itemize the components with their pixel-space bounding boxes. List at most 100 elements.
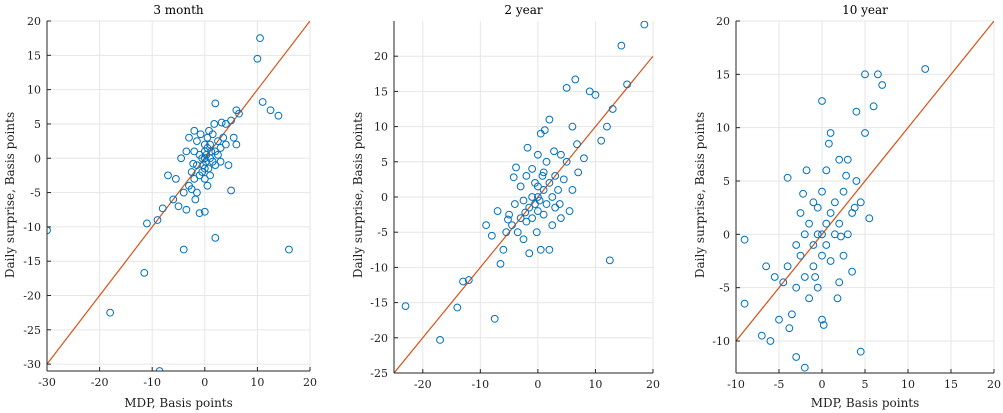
scatter-point xyxy=(562,157,571,166)
x-tick-label: 20 xyxy=(646,378,660,391)
scatter-point xyxy=(539,210,548,219)
data-layer xyxy=(736,21,994,372)
scatter-point xyxy=(571,75,580,84)
scatter-point xyxy=(512,163,520,172)
scatter-point xyxy=(235,109,243,118)
scatter-point xyxy=(921,65,930,73)
scatter-point xyxy=(221,140,230,149)
panel-10-year: 10 year MDP, Basis points Daily surprise… xyxy=(693,3,1001,410)
scatter-point xyxy=(211,161,220,170)
scatter-point xyxy=(216,144,225,152)
scatter-point xyxy=(550,147,558,156)
y-axis-label: Daily surprise, Basis points xyxy=(3,112,17,278)
scatter-point xyxy=(193,137,201,145)
panel-title: 10 year xyxy=(842,3,888,17)
scatter-point xyxy=(826,129,835,137)
y-tick-label: 10 xyxy=(27,84,41,97)
scatter-point xyxy=(522,217,531,226)
scatter-point xyxy=(757,331,766,340)
reference-line xyxy=(736,21,994,342)
scatter-point xyxy=(493,207,502,215)
scatter-point xyxy=(835,155,844,164)
scatter-point xyxy=(533,182,542,191)
scatter-point xyxy=(217,118,226,127)
scatter-point xyxy=(504,215,512,224)
y-tick-label: -5 xyxy=(377,226,388,239)
x-tick-label: 0 xyxy=(201,376,208,389)
scatter-point xyxy=(597,136,606,145)
scatter-point xyxy=(792,241,801,249)
scatter-point xyxy=(200,207,209,216)
y-tick-label: 0 xyxy=(723,228,730,241)
plot-area xyxy=(47,21,310,371)
scatter-point xyxy=(568,186,577,194)
scatter-point xyxy=(818,315,826,324)
x-tick-label: -20 xyxy=(91,376,109,389)
scatter-point xyxy=(539,168,548,177)
scatter-point xyxy=(179,188,188,197)
scatter-point xyxy=(516,182,525,191)
scatter-point xyxy=(196,130,205,139)
scatter-point xyxy=(779,278,788,287)
scatter-point xyxy=(770,273,779,281)
reference-line xyxy=(394,55,653,373)
x-tick-label: 20 xyxy=(303,376,317,389)
data-layer xyxy=(394,21,653,373)
scatter-point xyxy=(805,294,813,303)
x-tick-label: -10 xyxy=(471,378,489,391)
scatter-point xyxy=(195,209,204,218)
scatter-point xyxy=(565,207,574,215)
y-tick-label: 0 xyxy=(381,191,388,204)
scatter-point xyxy=(211,233,220,242)
x-axis-label: MDP, Basis points xyxy=(811,396,920,410)
scatter-point xyxy=(253,54,262,63)
x-tick-label: -20 xyxy=(414,378,432,391)
x-tick-label: 20 xyxy=(987,378,1001,391)
x-axis-label: MDP, Basis points xyxy=(124,396,233,410)
scatter-point xyxy=(555,200,564,208)
scatter-point xyxy=(861,129,869,137)
scatter-point xyxy=(842,171,850,180)
scatter-point xyxy=(813,203,822,212)
scatter-point xyxy=(190,174,199,183)
scatter-point xyxy=(580,154,588,163)
scatter-point xyxy=(574,168,583,177)
y-tick-label: -5 xyxy=(719,282,730,295)
scatter-point xyxy=(559,175,568,184)
scatter-point xyxy=(525,249,534,258)
x-tick-label: 5 xyxy=(862,378,869,391)
y-tick-label: -10 xyxy=(23,221,41,234)
scatter-point xyxy=(190,147,199,156)
y-tick-label: 20 xyxy=(716,15,730,28)
scatter-point xyxy=(856,347,865,356)
scatter-point xyxy=(47,226,51,235)
x-tick-label: -10 xyxy=(143,376,161,389)
scatter-point xyxy=(740,299,749,308)
scatter-point xyxy=(805,219,813,228)
scatter-point xyxy=(143,219,151,228)
scatter-point xyxy=(523,143,532,152)
data-layer xyxy=(47,21,310,371)
scatter-point xyxy=(861,70,869,79)
scatter-point xyxy=(401,302,410,311)
scatter-point xyxy=(818,251,826,260)
scatter-point xyxy=(187,168,196,176)
scatter-point xyxy=(557,214,565,223)
y-tick-label: -15 xyxy=(370,297,388,310)
scatter-point xyxy=(536,245,545,254)
scatter-point xyxy=(545,179,554,187)
y-tick-label: -25 xyxy=(23,324,41,337)
scatter-point xyxy=(623,80,631,89)
scatter-point xyxy=(839,251,848,260)
scatter-point xyxy=(792,353,801,361)
scatter-point xyxy=(106,308,115,317)
scatter-point xyxy=(824,139,833,148)
scatter-point xyxy=(856,198,865,207)
scatter-point xyxy=(585,87,594,96)
y-tick-label: 5 xyxy=(723,175,730,188)
scatter-point xyxy=(499,245,508,254)
scatter-point xyxy=(274,111,283,120)
scatter-point xyxy=(783,173,792,182)
y-tick-label: -20 xyxy=(370,332,388,345)
scatter-point xyxy=(502,228,511,237)
